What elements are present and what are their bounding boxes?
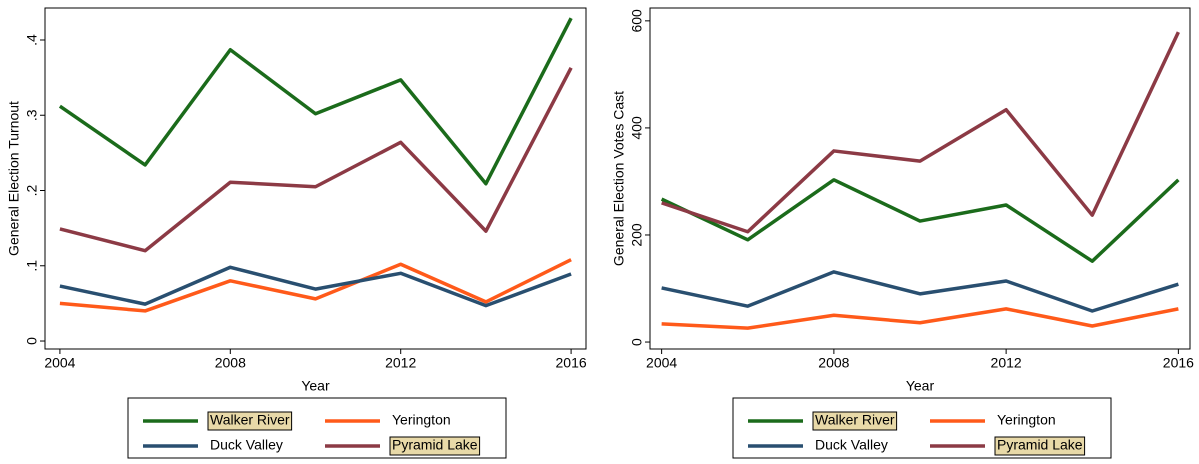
- plot-frame: [44, 7, 587, 350]
- x-tick-label: 2008: [818, 355, 849, 371]
- y-axis-title: General Election Votes Cast: [611, 91, 627, 266]
- series-line: [59, 265, 572, 308]
- y-axis-title: General Election Turnout: [6, 101, 22, 256]
- legend-label: Duck Valley: [210, 437, 283, 453]
- legend-highlight: [994, 436, 1086, 456]
- y-tick-label: 200: [629, 223, 645, 247]
- x-tick-label: 2012: [991, 355, 1022, 371]
- y-tick-label: .3: [24, 109, 40, 121]
- legend-label: Pyramid Lake: [997, 437, 1083, 453]
- x-tick-label: 2012: [385, 355, 416, 371]
- legend-label: Walker River: [815, 412, 895, 428]
- series-line: [58, 17, 573, 186]
- legend-label: Duck Valley: [815, 437, 888, 453]
- plot-frame: [649, 7, 1191, 350]
- legend-box: [732, 397, 1112, 459]
- y-tick-label: 0: [629, 338, 645, 346]
- x-tick-label: 2008: [215, 355, 246, 371]
- y-tick-label: 600: [629, 9, 645, 33]
- legend-label: Pyramid Lake: [392, 437, 478, 453]
- series-line: [59, 67, 573, 253]
- legend-highlight: [389, 436, 481, 456]
- legend-highlight: [812, 411, 898, 431]
- x-axis-title: Year: [301, 378, 330, 394]
- legend-label: Yerington: [997, 412, 1056, 428]
- x-tick-label: 2004: [646, 355, 677, 371]
- legend-box: [127, 397, 507, 459]
- x-axis-title: Year: [906, 378, 935, 394]
- series-line: [660, 178, 1180, 263]
- y-tick-label: 400: [629, 116, 645, 140]
- series-line: [661, 31, 1180, 234]
- y-tick-label: .2: [24, 184, 40, 196]
- y-tick-label: 0: [24, 337, 40, 345]
- legend-highlight: [207, 411, 293, 431]
- legend-label: Walker River: [210, 412, 290, 428]
- x-tick-label: 2016: [556, 355, 587, 371]
- y-tick-label: .1: [24, 260, 40, 272]
- series-line: [59, 258, 572, 313]
- x-tick-label: 2004: [44, 355, 75, 371]
- x-tick-label: 2016: [1163, 355, 1194, 371]
- y-tick-label: .4: [24, 34, 40, 46]
- series-line: [661, 307, 1179, 330]
- legend-label: Yerington: [392, 412, 451, 428]
- series-line: [661, 270, 1179, 313]
